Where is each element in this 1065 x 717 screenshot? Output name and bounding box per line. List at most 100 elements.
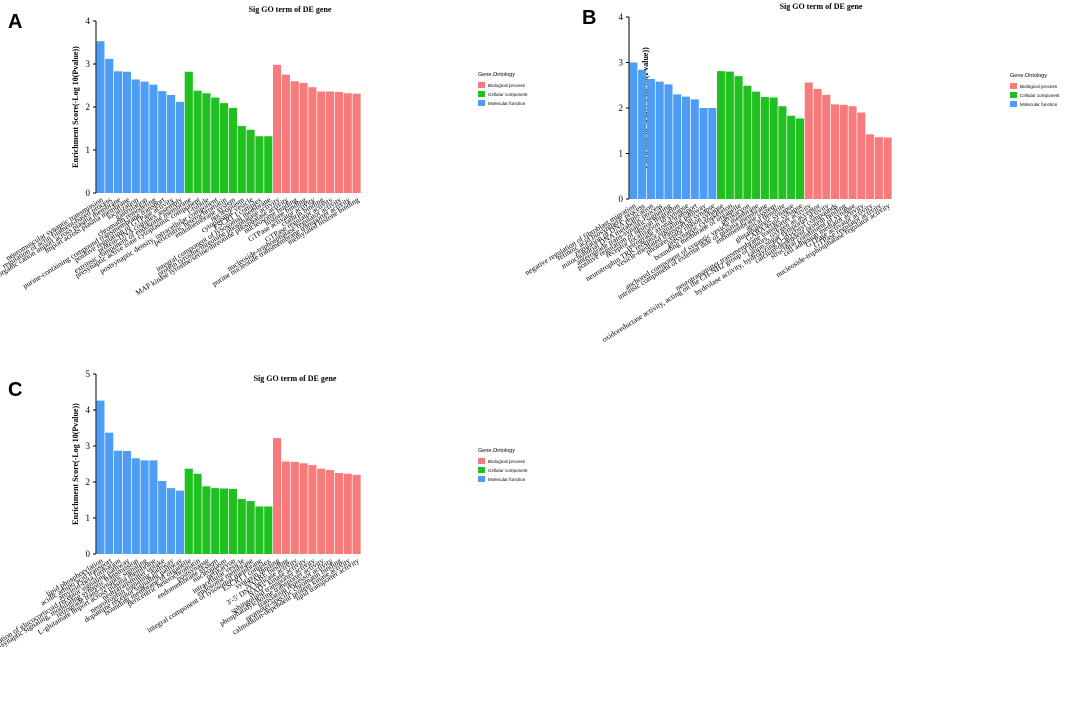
y-tick-label: 4 [86, 16, 91, 26]
chart-panel-A: A Sig GO term of DE gene 0 1 2 3 4 Enrichment S… [0, 5, 528, 297]
legend-title: Gene.Ontology [478, 72, 515, 78]
bar: endosome membrane: 1.47 [246, 501, 255, 554]
bar: intrinsic component of external side of … [760, 97, 769, 199]
bar: neurotrophin signaling pathway: 1.83 [167, 488, 176, 554]
bar: mitochondrial DNA metabolic process: 2.5… [655, 81, 664, 199]
bar: protein tyrosine/threonine phosphatase a… [273, 64, 282, 193]
bar: postsynapse: 1.88 [202, 486, 211, 554]
bar: integral component of lysosomal membrane… [264, 136, 273, 193]
y-tick-label: 4 [619, 12, 624, 22]
bar: GABA-ergic synapse: 1.77 [795, 118, 804, 199]
legend-swatch [1010, 92, 1017, 98]
panel-letter: A [8, 11, 22, 33]
bar: neurotrophin TRK receptor signaling path… [699, 108, 708, 199]
legend-swatch [1010, 83, 1017, 89]
legend-entry: Biological process [488, 83, 526, 88]
chart-title: Sig GO term of DE gene [254, 374, 337, 383]
legend-title: Gene.Ontology [1010, 73, 1047, 79]
bar: oxidoreductase activity, acting on the C… [813, 88, 822, 199]
chart-title: Sig GO term of DE gene [249, 5, 332, 14]
bar: perikaryon: 2.49 [743, 85, 752, 199]
bar: endomembrane system: 1.83 [211, 488, 220, 554]
bar: sphingolipid transporter activity: 2.47 [308, 465, 317, 554]
chart-title: Sig GO term of DE gene [780, 2, 863, 11]
bar: presynaptic cytoskeleton: 2.8 [725, 71, 734, 199]
bar: dopamine receptor signaling pathway: 1.7… [175, 490, 184, 554]
legend-swatch [478, 467, 485, 473]
legend-title: Gene.Ontology [478, 448, 515, 454]
y-tick-label: 2 [86, 102, 91, 112]
bar: clathrin binding: 2.36 [317, 91, 326, 193]
bar: postsynaptic density, intracellular comp… [211, 97, 220, 193]
bar: apical dendrite: 2.04 [778, 106, 787, 199]
bar: L-glutamate import across plasma membran… [149, 460, 158, 554]
y-tick-label: 3 [619, 58, 624, 68]
bar: neurotransmitter transmembrane transport… [804, 82, 813, 199]
y-tick-label: 2 [619, 103, 624, 113]
bar: endomembrane system: 2.23 [769, 97, 778, 199]
bar: nucleosome binding: 2.6 [290, 81, 299, 193]
bar: receptor localization to synapse: 2.25 [681, 96, 691, 200]
legend-entry: Biological process [488, 459, 526, 464]
bar: import across plasma membrane: 2.82 [122, 71, 131, 193]
bar: negative regulation of fibroblast migrat… [629, 62, 638, 199]
y-tick-label: 4 [86, 405, 91, 415]
bar: GTPase activator activity: 2.46 [308, 87, 317, 193]
bar: positive regulation of neuron migration:… [673, 94, 682, 199]
y-tick-label: 0 [86, 549, 91, 559]
bar: neuromuscular synaptic transmission: 3.5… [96, 41, 105, 194]
bar: MAP kinase tyrosine/serine/threonine pho… [281, 74, 290, 193]
bar: nucleoplasm: 1.82 [220, 488, 229, 554]
bar: perikaryon: 1.81 [228, 488, 237, 554]
bar: localization: 2.64 [131, 79, 140, 193]
bar: structural constituent of synapse: 2.04 [848, 106, 857, 199]
bar: ESCRT I complex: 1.32 [255, 136, 264, 193]
y-tick-label: 1 [86, 145, 91, 155]
legend-entry: Cellular component [488, 92, 528, 97]
legend-swatch [478, 476, 485, 482]
legend: Gene.Ontology Biological process Cellular … [1010, 73, 1060, 107]
y-axis-label: Enrichment Score(-Log 10(Pvalue)) [71, 403, 80, 525]
bar: pericentric heterochromatin: 2.09 [220, 103, 229, 193]
bar: purine-containing compound transmembrane… [158, 91, 167, 193]
bar: T-tubule: 2.32 [202, 93, 211, 193]
bar: presynaptic active zone cytoplasmic comp… [193, 90, 202, 193]
legend-swatch [478, 458, 485, 464]
bar: syntaxin binding: 3.22 [273, 438, 282, 554]
bar: lipid phosphorylation: 4.26 [96, 400, 105, 554]
bar: NAD+ kinase activity: 2.52 [299, 463, 308, 554]
bar: photoreceptor ribbon synapse: 2.81 [717, 71, 726, 199]
bar: chromatin remodeling: 2.52 [149, 84, 158, 193]
bar: methylated histone binding: 2.31 [352, 93, 361, 193]
panel-letter: B [582, 7, 596, 29]
bar: neurotransmitter uptake: 2.03 [158, 480, 167, 554]
bar: 3'-5' DNA helicase activity: 2.56 [290, 461, 299, 554]
bar: lipid transporter activity: 2.2 [352, 474, 361, 554]
bar: calcium-dependent protein binding: 2.07 [839, 104, 848, 199]
legend-swatch [1010, 101, 1017, 107]
legend-entry: Molecular function [1020, 102, 1058, 107]
legend: Gene.Ontology Biological process Cellular … [478, 448, 528, 482]
y-tick-label: 2 [86, 477, 91, 487]
bar: trans-synaptic signaling, modulating syn… [131, 458, 140, 554]
legend-entry: Cellular component [488, 468, 528, 473]
bar: phosphatidylcholine transporter activity… [317, 468, 326, 554]
bar: inorganic cation import across plasma me… [114, 71, 123, 193]
bar: bounding membrane of organelle: 2.37 [184, 468, 193, 554]
y-tick-label: 0 [86, 188, 91, 198]
bar: regulation of DNA replication: 2.64 [646, 78, 655, 199]
bar: endomembrane system: 1.98 [228, 107, 237, 193]
bar: translation repressor activity: 2.33 [326, 470, 335, 554]
y-tick-label: 3 [86, 441, 91, 451]
legend-swatch [478, 82, 485, 88]
bar: promoter-specific chromatin binding: 2.2… [334, 473, 343, 554]
bar: GTPase regulator activity: 2.36 [326, 91, 335, 193]
panel-letter: C [8, 379, 22, 401]
bar: regulation of glucocorticoid receptor si… [122, 451, 131, 554]
chart-panel-C: C Sig GO term of DE gene 0 1 2 3 4 5 Enrichment … [0, 369, 528, 658]
bar: anchored component of synaptic vesicle m… [752, 91, 761, 199]
legend-swatch [478, 100, 485, 106]
bar: acidic amino acid transport: 3.37 [105, 432, 114, 554]
bar: GTPase activator activity: 1.42 [866, 134, 875, 199]
